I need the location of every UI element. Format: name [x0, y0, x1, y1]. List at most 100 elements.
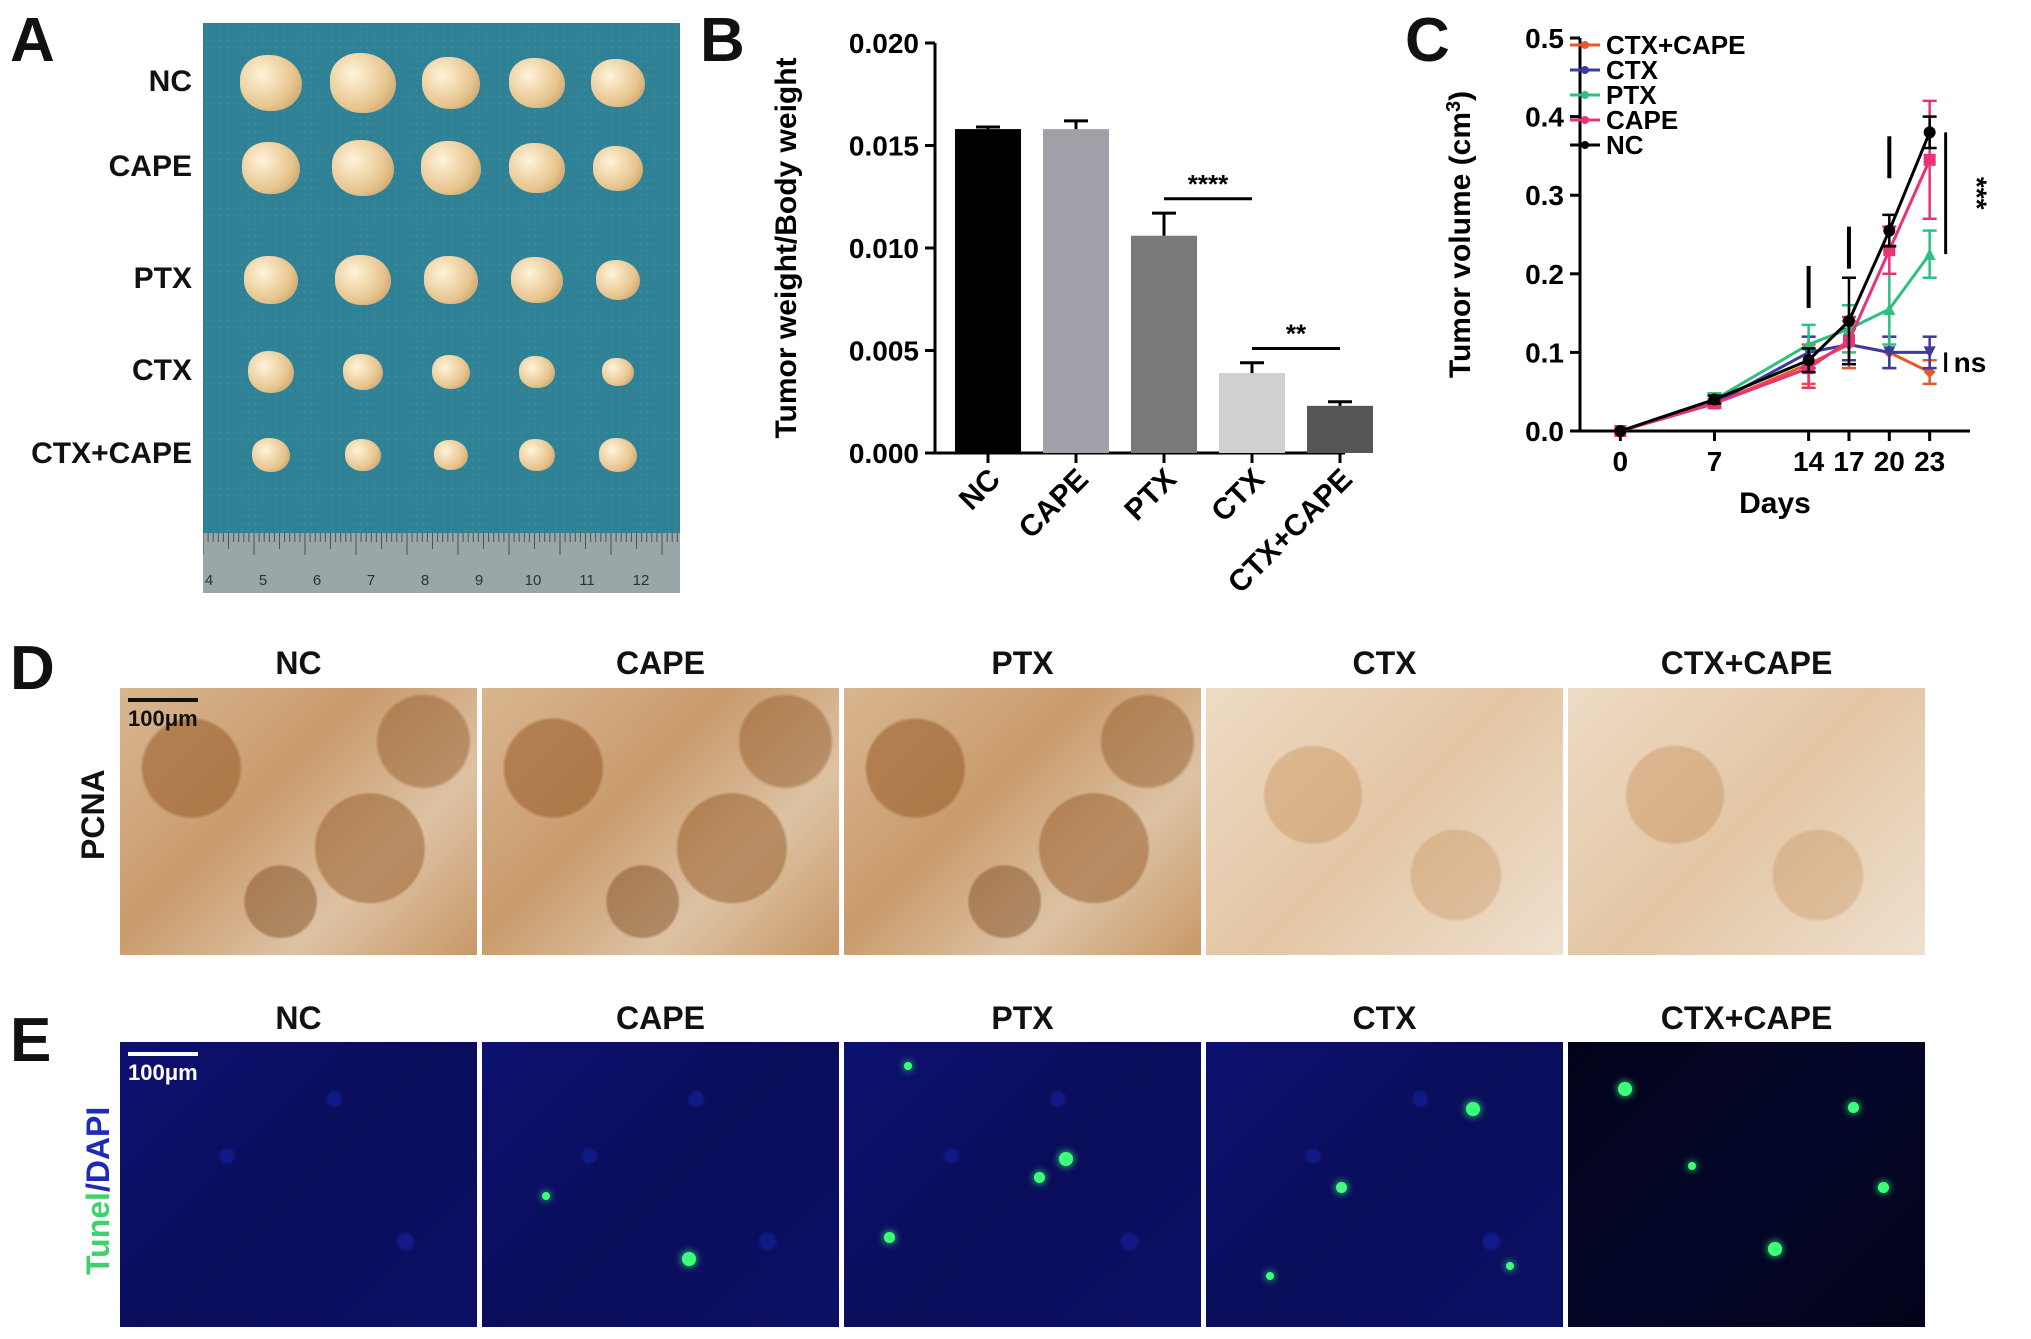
x-tick-label: 17 [1833, 446, 1864, 477]
column-label-ctx-plus-cape: CTX+CAPE [1660, 1000, 1833, 1036]
tunel-positive-cell [1848, 1102, 1859, 1113]
tumor-specimen [242, 141, 300, 195]
tunel-dapi-row-label: Tunel/DAPI [80, 1107, 117, 1275]
micrograph-cape [482, 688, 839, 955]
x-tick-label: 23 [1914, 446, 1945, 477]
scale-bar [128, 1052, 198, 1056]
series-line-ptx [1619, 253, 1931, 433]
legend-marker [1581, 141, 1589, 149]
data-point [1883, 224, 1896, 237]
tunel-positive-cell [1336, 1182, 1347, 1193]
tumor-specimen [511, 256, 563, 304]
x-tick-label: 20 [1874, 446, 1905, 477]
tumor-row-label-cape: CAPE [108, 150, 192, 183]
ruler-number: 9 [475, 572, 483, 589]
tunel-positive-cell [1618, 1082, 1632, 1096]
bar-ptx [1131, 235, 1197, 453]
y-tick-label: 0.005 [849, 336, 919, 367]
tumor-specimen [519, 355, 555, 389]
legend-marker [1581, 66, 1589, 74]
bar-ctx [1219, 373, 1285, 453]
x-tick-label: 0 [1613, 446, 1629, 477]
scale-bar-label: 100μm [128, 1060, 198, 1085]
panel-c-letter: C [1405, 6, 1450, 75]
tunel-positive-cell [1688, 1162, 1696, 1170]
legend-label-nc: NC [1606, 130, 1644, 160]
series-line-nc [1619, 131, 1932, 433]
tunel-positive-cell [1059, 1152, 1073, 1166]
x-tick-label-ctx: CTX [1205, 463, 1271, 529]
column-label-ptx: PTX [991, 645, 1054, 681]
tunel-positive-cell [1768, 1242, 1782, 1256]
x-tick-label-cape: CAPE [1013, 463, 1095, 545]
tunel-positive-cell [1506, 1262, 1514, 1270]
data-point [1923, 153, 1936, 166]
bar-cape [1043, 129, 1109, 453]
column-label-ctx: CTX [1352, 1000, 1417, 1036]
panel-a-letter: A [10, 6, 55, 75]
ruler: 4 5 6 7 8 9 10 11 12 [202, 533, 683, 593]
ruler-number: 6 [313, 572, 321, 589]
y-tick-label: 0.3 [1525, 180, 1564, 211]
y-tick-label: 0.020 [849, 28, 919, 59]
pcna-label: PCNA [75, 769, 111, 860]
ruler-number: 12 [633, 572, 650, 589]
tumor-specimen [432, 354, 470, 390]
tunel-positive-cell [1266, 1272, 1274, 1280]
ruler-number: 10 [525, 572, 542, 589]
micrograph-nc: 100μm [120, 688, 477, 955]
micrograph-ptx [844, 1042, 1201, 1327]
ruler-number: 7 [367, 572, 375, 589]
y-tick-label: 0.1 [1525, 337, 1564, 368]
ruler-number: 11 [579, 572, 595, 589]
bar-nc [955, 129, 1021, 453]
micrograph-ctx-plus-cape [1568, 1042, 1925, 1327]
tumor-specimen [596, 260, 640, 300]
panel-b-letter: B [700, 6, 745, 75]
tunel-positive-cell [904, 1062, 912, 1070]
label-separator: / [80, 1183, 116, 1193]
data-point [1923, 346, 1936, 359]
tunel-positive-cell [1034, 1172, 1045, 1183]
tumor-specimen [345, 438, 381, 472]
y-tick-label: 0.2 [1525, 259, 1564, 290]
tumor-specimen [240, 55, 302, 111]
x-axis-label: Days [1739, 487, 1811, 520]
tumor-specimen [602, 357, 634, 387]
y-tick-label: 0.015 [849, 131, 919, 162]
series-line-cape [1619, 159, 1932, 433]
tunel-positive-cell [682, 1252, 696, 1266]
tumor-specimen [244, 255, 298, 305]
data-point [1923, 126, 1936, 139]
x-tick-label: 14 [1793, 446, 1825, 477]
tunel-positive-cell [1878, 1182, 1889, 1193]
tumor-specimen [422, 56, 480, 110]
tumor-row-label-ptx: PTX [133, 262, 192, 295]
tumor-row-label-nc: NC [148, 65, 192, 98]
ruler-number: 8 [421, 572, 429, 589]
y-tick-label: 0.4 [1525, 102, 1564, 133]
y-axis-label: Tumor volume (cm3) [1443, 91, 1477, 378]
x-tick-label-ptx: PTX [1118, 463, 1183, 528]
data-point [1802, 354, 1815, 367]
bar-ctx-plus-cape [1307, 405, 1373, 453]
significance-label: ns [1954, 347, 1987, 378]
data-point [1883, 346, 1896, 359]
tunel-positive-cell [542, 1192, 550, 1200]
tumor-specimen [252, 437, 290, 473]
tumor-specimen [424, 255, 478, 305]
data-point [1883, 303, 1896, 316]
micrograph-ctx [1206, 688, 1563, 955]
micrograph-ptx [844, 688, 1201, 955]
legend-marker [1581, 116, 1589, 124]
column-label-ctx-plus-cape: CTX+CAPE [1660, 645, 1833, 681]
column-label-ctx: CTX [1352, 645, 1417, 681]
micrograph-ctx-plus-cape [1568, 688, 1925, 955]
legend-label-ctx-plus-cape: CTX+CAPE [1606, 30, 1745, 60]
tumor-specimen [248, 351, 294, 393]
ruler-ticks: 4 5 6 7 8 9 10 11 12 [202, 533, 683, 589]
tunel-positive-cell [884, 1232, 895, 1243]
tumor-photo: 4 5 6 7 8 9 10 11 12 [202, 23, 683, 593]
micrograph-ctx [1206, 1042, 1563, 1327]
tumor-specimen [509, 57, 565, 109]
